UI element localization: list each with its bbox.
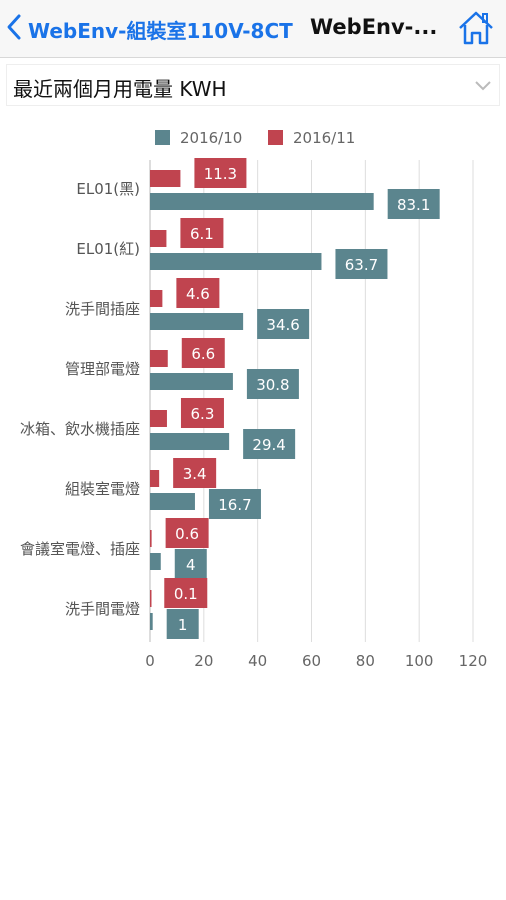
bar (150, 410, 167, 427)
chevron-down-icon (473, 75, 493, 95)
data-label: 1 (178, 616, 188, 634)
data-label-box (257, 309, 310, 339)
energy-usage-chart: 0 20 40 60 80 100 120 2016/10 2016/11 EL01(黑) 11.3… (20, 129, 488, 670)
data-label: 34.6 (266, 316, 299, 334)
data-label-box (173, 458, 217, 488)
x-tick-label: 100 (405, 652, 434, 670)
data-label: 30.8 (256, 376, 289, 394)
category-label: EL01(紅) (76, 240, 140, 258)
period-selector-label: 最近兩個月用電量 KWH (13, 77, 227, 101)
bar (150, 530, 152, 547)
period-selector[interactable]: 最近兩個月用電量 KWH (6, 64, 500, 106)
bar (150, 193, 374, 210)
data-label: 6.1 (190, 225, 214, 243)
bar (150, 373, 233, 390)
category-label: EL01(黑) (76, 180, 140, 198)
data-label-box (180, 398, 224, 428)
back-button[interactable]: WebEnv-組裝室110V-8CT (6, 12, 293, 46)
data-label-box (335, 249, 388, 279)
data-label: 11.3 (204, 165, 237, 183)
bar (150, 433, 230, 450)
bar (150, 553, 161, 570)
data-label-box (243, 429, 296, 459)
data-label: 0.6 (175, 525, 199, 543)
category-label: 冰箱、飲水機插座 (20, 420, 140, 438)
data-label-box (208, 489, 261, 519)
data-label: 6.6 (191, 345, 215, 363)
data-label: 3.4 (183, 465, 207, 483)
data-label-box (176, 278, 220, 308)
data-label: 16.7 (218, 496, 251, 514)
category-label: 組裝室電燈 (65, 480, 140, 498)
data-label-box (181, 338, 225, 368)
data-label: 29.4 (252, 436, 285, 454)
home-icon (456, 11, 496, 52)
data-label-box (180, 218, 224, 248)
category-label: 洗手間插座 (65, 300, 140, 318)
page-title: WebEnv-... (310, 15, 438, 39)
data-label: 83.1 (397, 196, 430, 214)
data-label: 4.6 (186, 285, 210, 303)
category-label: 會議室電燈、插座 (20, 540, 140, 558)
legend-label: 2016/11 (293, 129, 355, 147)
bar (150, 613, 153, 630)
data-label: 0.1 (174, 585, 198, 603)
data-label-box (165, 518, 209, 548)
legend-swatch (155, 130, 170, 145)
data-label: 4 (186, 556, 196, 574)
bar (150, 313, 244, 330)
bar (150, 253, 322, 270)
home-button[interactable] (456, 8, 496, 48)
data-label-box (164, 578, 208, 608)
data-label-box (246, 369, 299, 399)
data-label: 6.3 (191, 405, 215, 423)
legend-swatch (268, 130, 283, 145)
x-tick-label: 20 (194, 652, 213, 670)
data-label-box (166, 609, 199, 639)
bar (150, 350, 168, 367)
bar (150, 230, 167, 247)
bar (150, 290, 163, 307)
bar (150, 470, 160, 487)
navigation-bar: WebEnv-組裝室110V-8CT WebEnv-... (0, 0, 506, 58)
category-label: 洗手間電燈 (65, 600, 140, 618)
category-label: 管理部電燈 (65, 360, 140, 378)
data-label-box (174, 549, 207, 579)
back-label: WebEnv-組裝室110V-8CT (28, 18, 293, 43)
data-label-box (194, 158, 247, 188)
x-tick-label: 60 (302, 652, 321, 670)
bar (150, 493, 195, 510)
bar (150, 170, 181, 187)
data-label-box (387, 189, 440, 219)
bar (150, 590, 152, 607)
x-tick-label: 120 (459, 652, 488, 670)
x-tick-label: 0 (145, 652, 155, 670)
data-label: 63.7 (345, 256, 378, 274)
x-tick-label: 80 (356, 652, 375, 670)
legend-label: 2016/10 (180, 129, 242, 147)
chevron-left-icon (6, 13, 22, 45)
x-tick-label: 40 (248, 652, 267, 670)
